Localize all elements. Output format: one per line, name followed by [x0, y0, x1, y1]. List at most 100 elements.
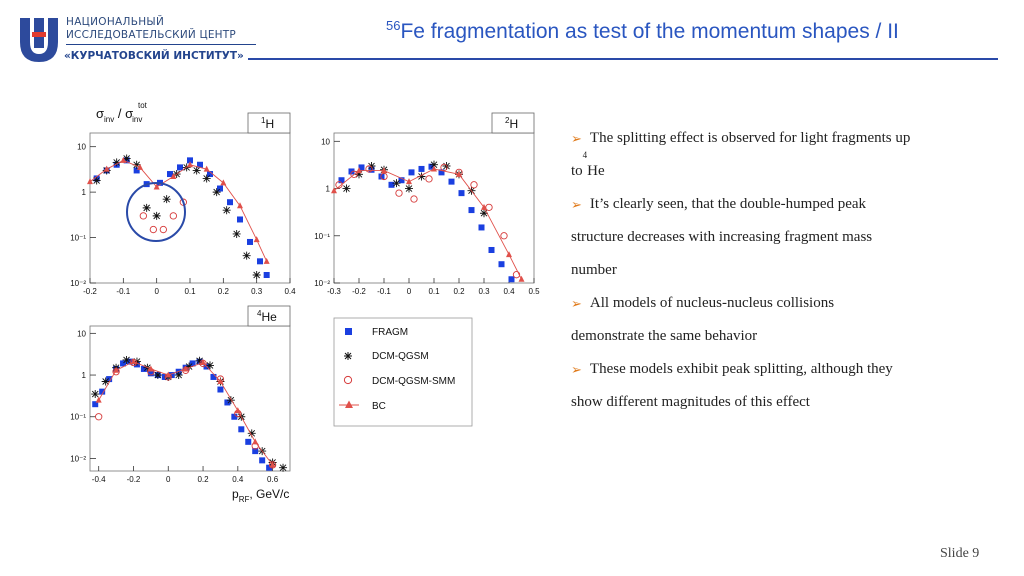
- panel-label-4He: 4He: [247, 305, 291, 327]
- dcm-point: [206, 361, 214, 370]
- x-tick-label: 0.2: [218, 287, 230, 296]
- fragm-point: [187, 157, 193, 164]
- bullet-2-line-3: number: [571, 262, 617, 278]
- y-tick-label: 10⁻¹: [70, 413, 86, 422]
- bc-point: [120, 156, 127, 163]
- bullet-4-line-1: ➢ These models exhibit peak splitting, al…: [571, 353, 964, 386]
- x-tick-label: -0.2: [127, 475, 141, 484]
- dcm-point: [112, 158, 121, 167]
- bc-point: [147, 365, 154, 372]
- logo-line-2: ИССЛЕДОВАТЕЛЬСКИЙ ЦЕНТР: [66, 29, 236, 41]
- dcm-point: [367, 162, 376, 171]
- dcm-point: [185, 362, 194, 371]
- dcm-point: [174, 371, 183, 380]
- smm-point: [410, 195, 418, 203]
- fragm-point: [217, 386, 224, 393]
- bullet-2-line-2: structure decreases with increasing frag…: [571, 229, 873, 245]
- dcm-point: [226, 396, 235, 405]
- bc-point: [200, 358, 207, 365]
- panel-1H: -0.2 -0.1 0 0.1 0.2 0.3 0.4 10 1 10⁻¹ 10⁻²: [70, 132, 296, 296]
- slide-number: Slide 9: [940, 546, 980, 561]
- fragm-point: [348, 168, 355, 175]
- dcm-point: [247, 429, 256, 438]
- bc-point: [165, 371, 172, 378]
- legend: FRAGM DCM-QGSM DCM-QGSM-SMM BC: [333, 317, 473, 427]
- fragm-point: [478, 224, 485, 231]
- x-tick-label: 0: [166, 475, 171, 484]
- y-tick-label: 10⁻²: [314, 279, 330, 288]
- fragm-point: [217, 185, 223, 192]
- fragm-point: [252, 448, 259, 455]
- smm-point: [159, 225, 167, 234]
- y-tick-label: 10: [321, 137, 330, 146]
- smm-point: [335, 181, 343, 189]
- smm-point: [95, 413, 103, 421]
- smm-point: [440, 163, 448, 172]
- bc-point: [406, 178, 412, 185]
- kurchatov-emblem-icon: [20, 18, 58, 62]
- x-tick-label: 0.6: [267, 475, 279, 484]
- bullet-arrow-icon: ➢: [571, 131, 582, 146]
- bc-point: [130, 358, 137, 365]
- fragm-point: [259, 457, 266, 464]
- y-tick-label: 10⁻¹: [314, 232, 330, 241]
- fragm-point: [458, 190, 465, 197]
- fragm-point: [238, 426, 245, 433]
- dcm-point: [405, 184, 413, 193]
- dcm-point: [101, 377, 110, 386]
- dcm-point: [91, 390, 100, 399]
- splitting-highlight-circle: [126, 182, 186, 242]
- fragm-point: [167, 171, 173, 178]
- bc-point: [113, 366, 120, 373]
- x-tick-label: 0.3: [251, 287, 263, 296]
- y-tick-label: 10⁻²: [70, 279, 86, 288]
- fragm-point: [498, 261, 505, 268]
- y-tick-label: 10⁻¹: [70, 234, 86, 243]
- fragm-point: [231, 413, 238, 420]
- bc-point: [481, 203, 487, 210]
- slide-title: 56Fe fragmentation as test of the moment…: [386, 18, 899, 44]
- bc-point: [331, 187, 337, 194]
- x-tick-label: 0: [154, 287, 159, 296]
- fragm-point: [177, 164, 183, 171]
- bc-point: [269, 461, 276, 468]
- bullet-1-line-1: ➢ The splitting effect is observed for li…: [571, 122, 964, 155]
- logo-line-3: «КУРЧАТОВСКИЙ ИНСТИТУТ»: [64, 50, 244, 62]
- smm-point: [149, 225, 157, 234]
- x-tick-label: -0.2: [352, 287, 366, 296]
- fragm-point: [358, 164, 365, 171]
- smm-point: [365, 165, 373, 173]
- fragm-point: [92, 401, 99, 408]
- panel-label-2H: 2H: [491, 112, 535, 134]
- legend-label-fragm: FRAGM: [372, 327, 408, 338]
- legend-item-bc: BC: [339, 400, 386, 412]
- x-tick-label: 0.4: [232, 475, 244, 484]
- fragm-point: [210, 373, 217, 380]
- bc-point: [87, 178, 93, 185]
- dcm-point: [392, 179, 401, 188]
- x-tick-label: -0.4: [92, 475, 106, 484]
- institute-logo: НАЦИОНАЛЬНЫЙ ИССЛЕДОВАТЕЛЬСКИЙ ЦЕНТР «КУ…: [18, 14, 258, 66]
- smm-point: [485, 203, 493, 211]
- dcm-point: [162, 195, 171, 204]
- legend-marker-dcm: [344, 352, 352, 360]
- fragm-point: [247, 238, 253, 245]
- x-tick-label: 0: [407, 287, 412, 296]
- smm-point: [470, 181, 478, 189]
- bc-point: [381, 167, 387, 174]
- panel-4He: -0.4 -0.2 0 0.2 0.4 0.6 10 1 10⁻¹ 10⁻²: [70, 325, 291, 484]
- fragm-point: [257, 258, 263, 265]
- y-tick-label: 10: [77, 143, 86, 152]
- bc-curve: [89, 159, 268, 262]
- x-tick-label: -0.1: [116, 287, 130, 296]
- plot-frame: [333, 132, 535, 284]
- dcm-point: [480, 209, 488, 218]
- x-tick-label: 0.3: [478, 287, 490, 296]
- x-tick-label: 0.5: [528, 287, 540, 296]
- bullet-arrow-icon: ➢: [571, 296, 582, 311]
- dcm-point: [153, 371, 162, 380]
- legend-marker-bc: [345, 400, 353, 408]
- y-tick-label: 10: [77, 329, 86, 338]
- bc-point: [253, 236, 260, 243]
- smm-point: [169, 212, 177, 220]
